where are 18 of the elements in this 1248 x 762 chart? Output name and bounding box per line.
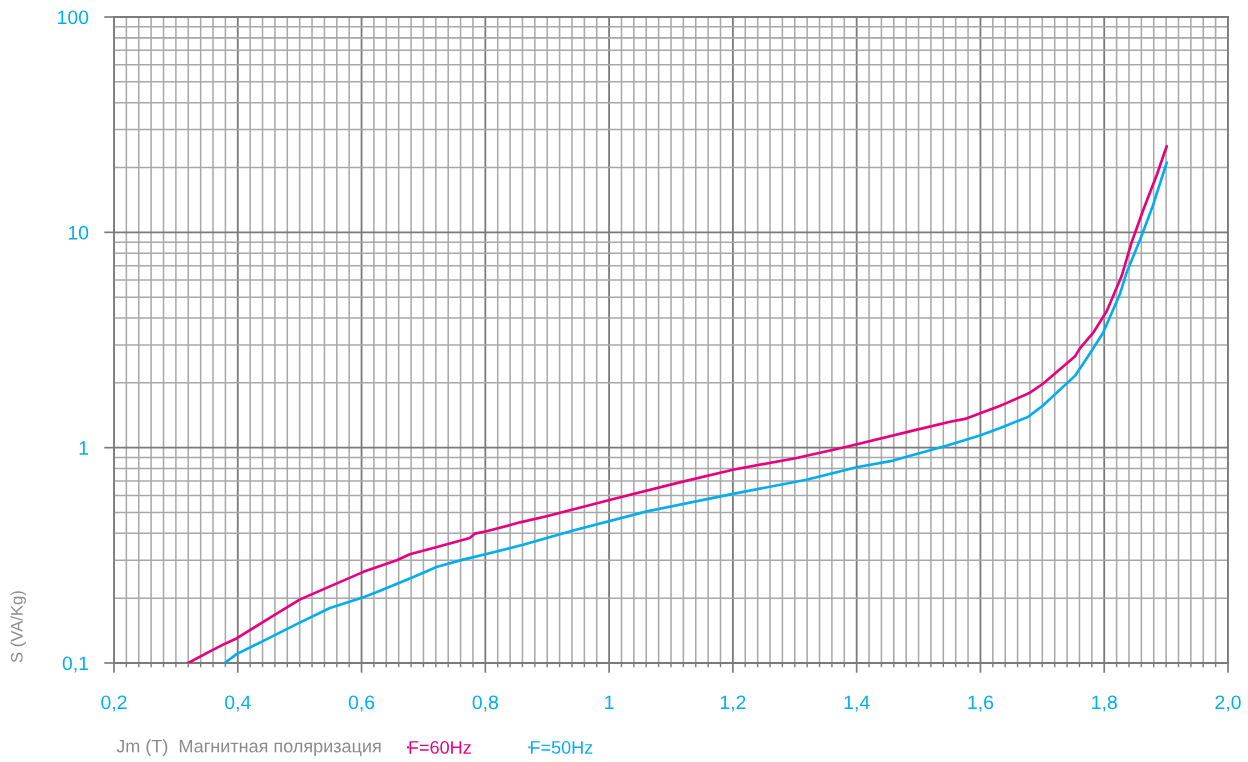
legend-label: F=50Hz [530, 741, 593, 754]
x-tick-label: 1 [605, 695, 614, 710]
x-tick-label: 1,4 [844, 695, 870, 712]
x-tick-label: 0,6 [348, 695, 375, 712]
x-tick-label: 0,2 [101, 695, 127, 712]
y-tick-label: 0,1 [62, 656, 89, 673]
y-tick-label: 1 [79, 441, 89, 455]
x-tick-label: 0,8 [472, 695, 498, 712]
legend-label: F=60Hz [409, 741, 471, 754]
x-tick-label: 0,4 [225, 695, 251, 712]
x-axis-title: Jm (T) Магнитная поляризация [116, 739, 381, 757]
x-tick-label: 1,6 [968, 695, 994, 712]
x-tick-label: 1,2 [720, 695, 746, 712]
y-axis-title: S (VA/Kg) [10, 591, 26, 663]
y-tick-label: 10 [68, 225, 89, 240]
x-tick-label: 1,8 [1092, 695, 1117, 712]
x-tick-label: 2,0 [1215, 695, 1241, 712]
y-tick-label: 100 [58, 10, 89, 25]
